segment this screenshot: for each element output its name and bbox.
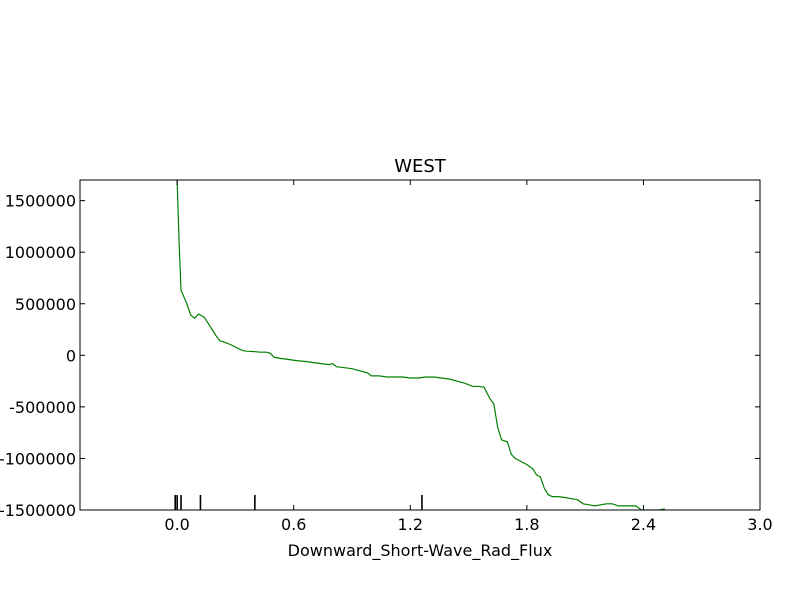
series-line-0	[176, 180, 665, 510]
x-axis-label: Downward_Short-Wave_Rad_Flux	[288, 541, 553, 561]
x-tick-label: 3.0	[747, 515, 772, 534]
y-tick-label: -1000000	[0, 449, 76, 468]
x-tick-label: 1.2	[398, 515, 423, 534]
y-tick-label: 1000000	[5, 243, 76, 262]
x-tick-label: 0.0	[164, 515, 189, 534]
y-tick-label: -1500000	[0, 501, 76, 520]
chart-title: WEST	[394, 156, 447, 177]
y-tick-label: 500000	[15, 295, 76, 314]
x-tick-label: 0.6	[281, 515, 306, 534]
x-tick-label: 2.4	[631, 515, 656, 534]
y-tick-label: -500000	[9, 398, 76, 417]
x-tick-label: 1.8	[514, 515, 539, 534]
axis-ticks: 0.0 0.6 1.2 1.8 2.4 3.0 1500000 1000000 500000 0 -…	[0, 180, 773, 534]
plot-frame	[79, 179, 761, 511]
y-tick-label: 1500000	[5, 192, 76, 211]
y-tick-label: 0	[66, 346, 76, 365]
